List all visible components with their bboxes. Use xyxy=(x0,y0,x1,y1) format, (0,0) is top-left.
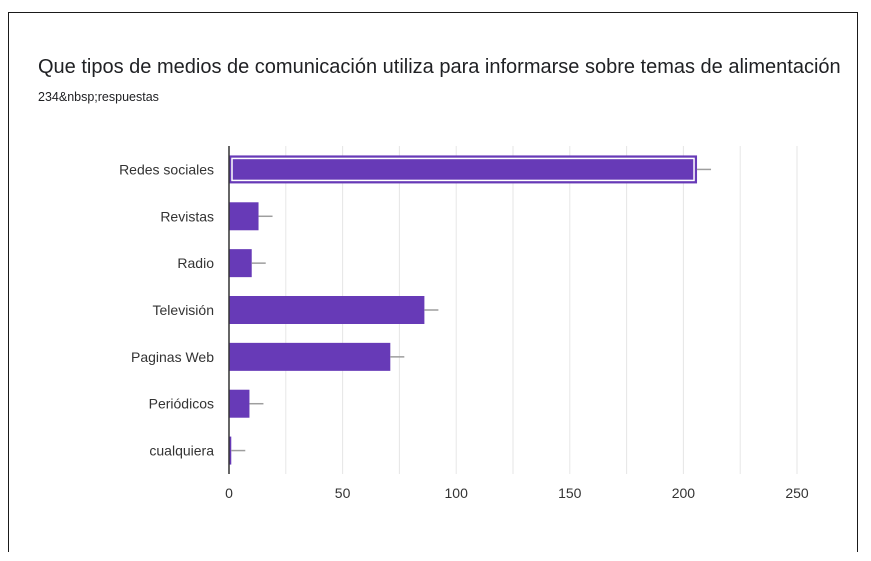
response-count: 234&nbsp;respuestas xyxy=(38,90,159,104)
bar[interactable] xyxy=(229,296,425,324)
chart-title: Que tipos de medios de comunicación util… xyxy=(38,56,841,78)
bar[interactable] xyxy=(229,155,698,184)
bar[interactable] xyxy=(229,342,391,371)
x-tick-label: 0 xyxy=(225,485,233,501)
category-label: Redes sociales xyxy=(119,161,214,177)
category-label: Radio xyxy=(177,255,214,271)
category-label: cualquiera xyxy=(149,443,214,459)
category-label: Televisión xyxy=(153,302,214,318)
category-label: Periódicos xyxy=(149,396,214,412)
x-tick-label: 200 xyxy=(672,485,696,501)
bar[interactable] xyxy=(229,389,250,418)
bar[interactable] xyxy=(229,202,259,231)
x-tick-label: 250 xyxy=(785,485,809,501)
bar[interactable] xyxy=(229,249,252,278)
category-label: Paginas Web xyxy=(131,349,214,365)
bar-highlight-outline xyxy=(231,157,695,182)
bar[interactable] xyxy=(229,436,232,465)
chart-frame xyxy=(8,12,858,552)
x-tick-label: 150 xyxy=(558,485,582,501)
x-tick-label: 50 xyxy=(335,485,351,501)
category-label: Revistas xyxy=(160,208,214,224)
x-tick-label: 100 xyxy=(445,485,469,501)
